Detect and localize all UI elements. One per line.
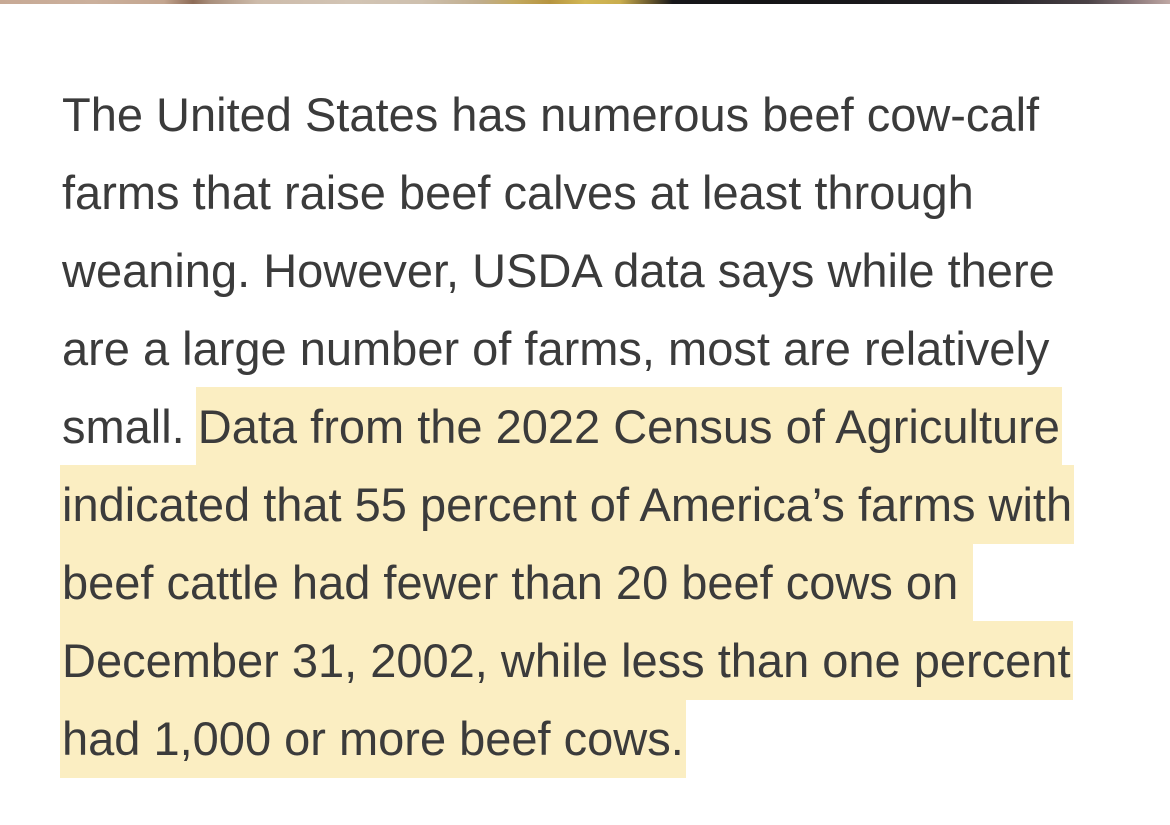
text-line: beef cattle had fewer than 20 beef cows … — [60, 543, 1122, 622]
highlighted-text: had 1,000 or more beef cows. — [60, 699, 686, 778]
text-line: December 31, 2002, while less than one p… — [60, 621, 1122, 700]
text-line: small. Data from the 2022 Census of Agri… — [62, 387, 1122, 466]
text-line: farms that raise beef calves at least th… — [62, 154, 1122, 232]
text-line: had 1,000 or more beef cows. — [60, 699, 1122, 778]
highlighted-text: beef cattle had fewer than 20 beef cows … — [60, 543, 974, 622]
text-line: The United States has numerous beef cow-… — [62, 76, 1122, 154]
article-paragraph: The United States has numerous beef cow-… — [60, 76, 1122, 778]
text-line: weaning. However, USDA data says while t… — [62, 232, 1122, 310]
highlighted-text: December 31, 2002, while less than one p… — [60, 621, 1073, 700]
paragraph-text: small. — [62, 400, 198, 453]
cropped-photo-edge — [0, 0, 1170, 4]
paragraph-text: are a large number of farms, most are re… — [62, 322, 1050, 375]
text-line: are a large number of farms, most are re… — [62, 310, 1122, 388]
paragraph-text: The United States has numerous beef cow-… — [62, 88, 1040, 141]
highlighted-text: indicated that 55 percent of America’s f… — [60, 465, 1075, 544]
paragraph-text: weaning. However, USDA data says while t… — [62, 244, 1055, 297]
text-line: indicated that 55 percent of America’s f… — [60, 465, 1122, 544]
highlighted-text: Data from the 2022 Census of Agriculture — [195, 387, 1062, 466]
paragraph-text: farms that raise beef calves at least th… — [62, 166, 974, 219]
